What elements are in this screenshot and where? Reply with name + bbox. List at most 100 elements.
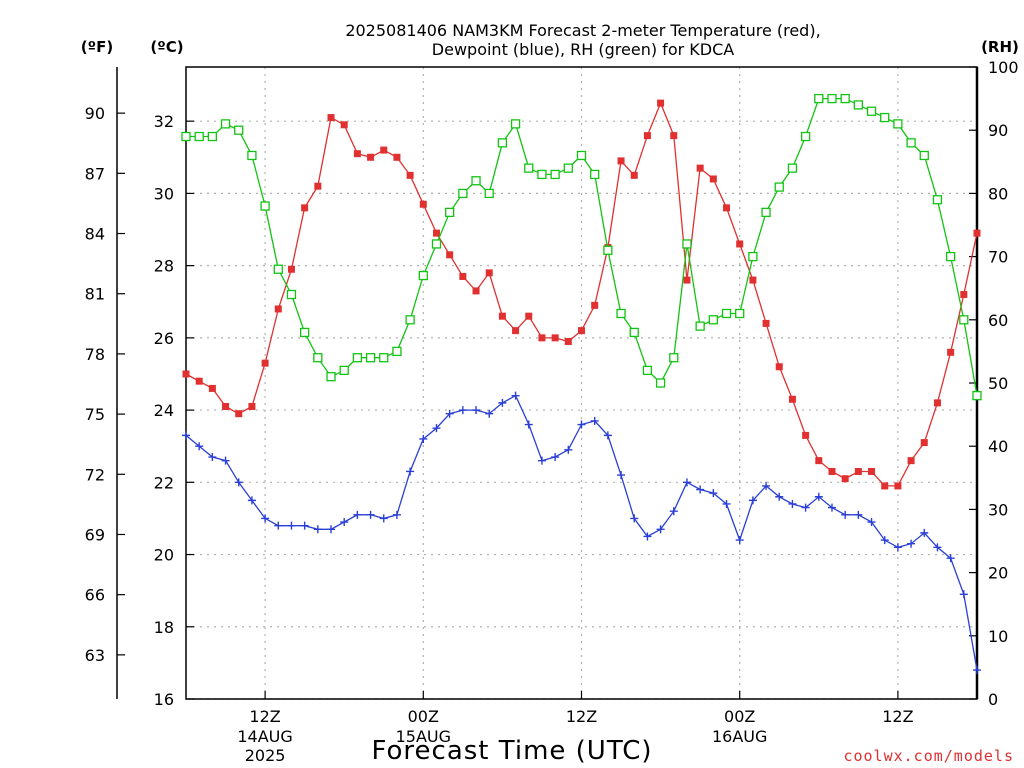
temperature-point <box>485 269 493 277</box>
dewpoint-point <box>814 492 823 501</box>
temperature-point <box>248 402 256 410</box>
temperature-point <box>749 276 757 284</box>
temperature-point <box>551 334 559 342</box>
dewpoint-point <box>603 431 612 440</box>
dewpoint-point <box>327 525 336 534</box>
rh-tick-label: 60 <box>988 311 1008 330</box>
temperature-point <box>525 312 533 320</box>
rh-line <box>186 97 978 396</box>
temperature-point <box>235 410 243 418</box>
dewpoint-point <box>933 543 942 552</box>
rh-point <box>286 289 297 300</box>
dewpoint-point <box>775 492 784 501</box>
dewpoint-point <box>564 445 573 454</box>
temperature-point <box>287 265 295 273</box>
rh-point <box>814 93 824 104</box>
celsius-tick-label: 26 <box>154 329 174 348</box>
dewpoint-point <box>432 424 441 433</box>
temperature-point <box>432 229 440 237</box>
dewpoint-point <box>682 478 691 487</box>
dewpoint-point <box>748 496 757 505</box>
rh-tick-label: 90 <box>988 121 1008 140</box>
rh-point <box>682 239 692 249</box>
rh-point <box>880 112 890 123</box>
celsius-tick-label: 32 <box>154 112 174 131</box>
dewpoint-point <box>973 666 981 675</box>
temperature-point <box>657 99 665 107</box>
temperature-point <box>736 240 744 248</box>
fahrenheit-unit-label: (ºF) <box>81 38 113 56</box>
temperature-point <box>815 457 823 465</box>
rh-point <box>313 353 323 363</box>
temperature-point <box>367 153 375 161</box>
rh-point <box>840 93 850 104</box>
rh-point <box>273 264 283 274</box>
rh-point <box>418 270 428 281</box>
temperature-point <box>195 377 203 385</box>
temperature-point <box>314 182 322 190</box>
rh-point <box>774 182 784 192</box>
temperature-point <box>182 370 190 378</box>
rh-tick-label: 80 <box>988 184 1008 203</box>
rh-point <box>893 119 903 129</box>
temperature-point <box>393 153 401 161</box>
temperature-point <box>960 291 968 299</box>
celsius-tick-label: 24 <box>154 401 174 420</box>
dewpoint-point <box>221 456 230 465</box>
rh-point <box>234 125 244 135</box>
temperature-point <box>340 121 348 129</box>
temperature-point <box>775 363 783 371</box>
dewpoint-point <box>524 420 533 429</box>
dewpoint-series <box>182 391 981 675</box>
rh-point <box>735 308 745 319</box>
rh-point <box>655 378 666 388</box>
rh-point <box>326 372 336 382</box>
rh-point <box>748 251 758 262</box>
celsius-tick-label: 18 <box>154 618 174 637</box>
temperature-point <box>208 384 216 392</box>
rh-point <box>181 131 191 142</box>
rh-point <box>484 188 494 199</box>
dewpoint-point <box>379 514 388 523</box>
rh-unit-label: (RH) <box>981 38 1019 56</box>
dewpoint-point <box>880 536 889 545</box>
rh-point <box>616 308 626 319</box>
dewpoint-point <box>867 518 876 527</box>
dewpoint-point <box>247 496 256 505</box>
temperature-point <box>301 204 309 212</box>
temperature-point <box>868 467 876 475</box>
temperature-point <box>261 359 269 367</box>
dewpoint-point <box>827 503 836 512</box>
rh-point <box>590 169 600 180</box>
rh-point <box>537 169 547 180</box>
dewpoint-point <box>300 521 309 530</box>
dewpoint-point <box>656 525 665 534</box>
temperature-point <box>841 475 849 483</box>
dewpoint-point <box>735 536 744 545</box>
rh-point <box>932 195 943 205</box>
celsius-tick-label: 30 <box>154 184 174 203</box>
chart-axes <box>116 66 979 700</box>
fahrenheit-tick-label: 90 <box>85 104 105 123</box>
temperature-point <box>709 175 717 183</box>
dewpoint-point <box>696 485 705 494</box>
temperature-point <box>907 457 915 465</box>
rh-point <box>642 365 653 376</box>
tick-labels: 63 66 69 72 75 78 81 84 87 90 16 18 20 22 24 26 28 30 32 0 1… <box>85 58 1019 765</box>
fahrenheit-tick-label: 81 <box>85 285 105 304</box>
rh-point <box>260 201 270 211</box>
rh-point <box>392 346 402 357</box>
temperature-point <box>723 204 731 212</box>
rh-point <box>563 163 573 173</box>
dewpoint-point <box>445 409 454 418</box>
temperature-point <box>419 200 427 208</box>
rh-point <box>576 150 587 161</box>
temperature-point <box>933 399 941 407</box>
rh-series <box>181 93 982 401</box>
rh-point <box>247 150 257 161</box>
dewpoint-point <box>617 471 626 480</box>
rh-tick-label: 100 <box>988 58 1019 77</box>
rh-point <box>906 138 916 148</box>
temperature-point <box>591 301 599 309</box>
temperature-point <box>947 348 955 356</box>
